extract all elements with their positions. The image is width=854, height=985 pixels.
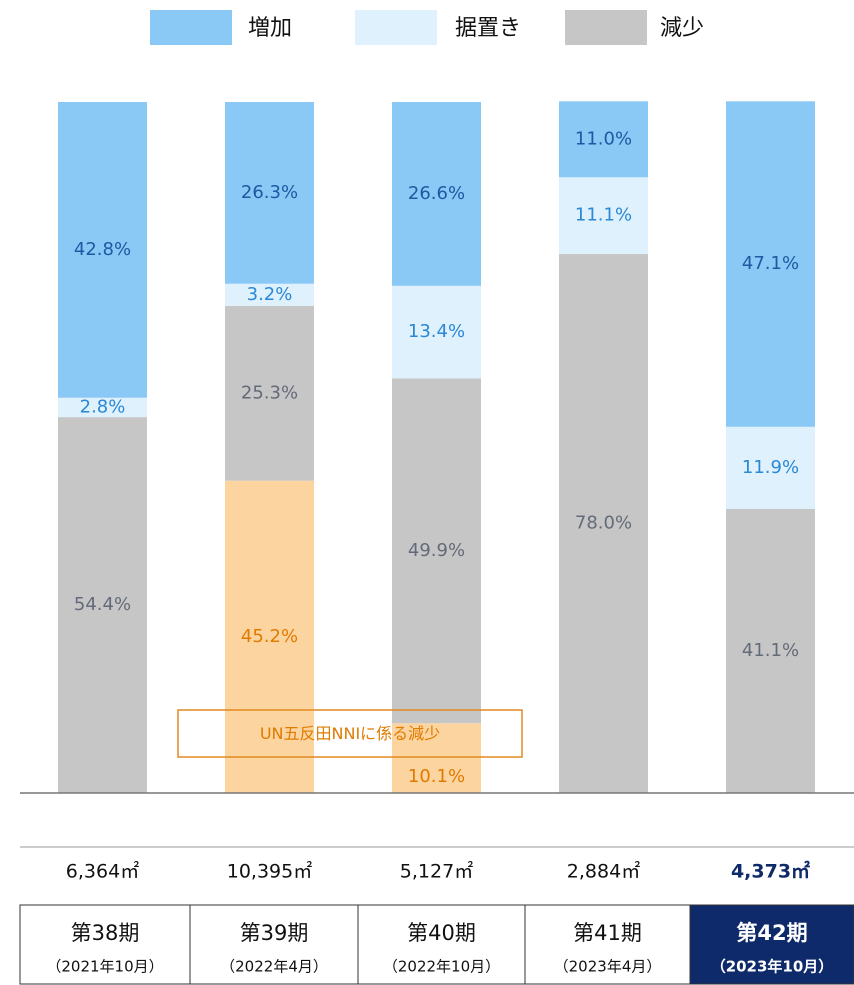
bar-segment (58, 397, 147, 418)
value-label: 42.8% (74, 239, 131, 260)
bar-segment (225, 102, 314, 284)
value-label: 45.2% (241, 626, 298, 647)
bar-segment (726, 426, 815, 509)
value-label: 11.0% (575, 128, 632, 149)
date-label: （2023年10月） (711, 958, 834, 976)
area-label: 5,127㎡ (400, 860, 473, 883)
legend-swatch (150, 10, 232, 45)
legend-label: 減少 (660, 16, 704, 41)
date-label: （2022年4月） (220, 958, 328, 976)
annotation: UN五反田NNIに係る減少 (260, 724, 440, 743)
bar-segment (58, 102, 147, 398)
bar-segment (225, 305, 314, 481)
table-cell (689, 904, 854, 985)
period-label: 第39期 (240, 921, 309, 945)
value-label: 10.1% (408, 766, 465, 787)
value-label: 11.1% (575, 205, 632, 226)
legend-swatch (355, 10, 437, 45)
value-label: 78.0% (575, 513, 632, 534)
date-label: （2021年10月） (46, 958, 163, 976)
bar-segment (392, 102, 481, 286)
value-label: 41.1% (742, 640, 799, 661)
value-label: 54.4% (74, 594, 131, 615)
period-label: 第40期 (407, 921, 476, 945)
area-label: 2,884㎡ (567, 860, 640, 883)
value-label: 25.3% (241, 382, 298, 403)
value-label: 49.9% (408, 540, 465, 561)
value-label: 26.3% (241, 182, 298, 203)
bar-segment (392, 378, 481, 724)
bar-segment (392, 285, 481, 379)
value-label: 11.9% (742, 457, 799, 478)
area-label: 4,373㎡ (731, 860, 810, 883)
table-cell (19, 904, 191, 985)
bar-segment (559, 177, 648, 255)
legend-swatch (565, 10, 647, 45)
value-label: 3.2% (247, 284, 293, 305)
annotation-box (177, 709, 523, 758)
period-label: 第42期 (736, 921, 807, 945)
area-label: 10,395㎡ (227, 860, 312, 883)
table-cell (189, 904, 359, 985)
bar-segment (225, 480, 314, 793)
bar-segment (726, 101, 815, 427)
value-label: 26.6% (408, 183, 465, 204)
period-label: 第38期 (71, 921, 140, 945)
area-label: 6,364㎡ (66, 860, 139, 883)
date-label: （2022年10月） (383, 958, 500, 976)
value-label: 2.8% (80, 396, 126, 417)
bar-segment (392, 723, 481, 793)
bar-segment (559, 101, 648, 178)
value-label: 13.4% (408, 321, 465, 342)
legend-label: 増加 (248, 16, 292, 41)
table-cell (357, 904, 526, 985)
date-label: （2023年4月） (554, 958, 662, 976)
period-label: 第41期 (573, 921, 642, 945)
value-label: 47.1% (742, 253, 799, 274)
bar-segment (58, 417, 147, 793)
legend-label: 据置き (455, 16, 521, 41)
bar-segment (726, 508, 815, 793)
bar-segment (225, 283, 314, 306)
bar-segment (559, 254, 648, 793)
